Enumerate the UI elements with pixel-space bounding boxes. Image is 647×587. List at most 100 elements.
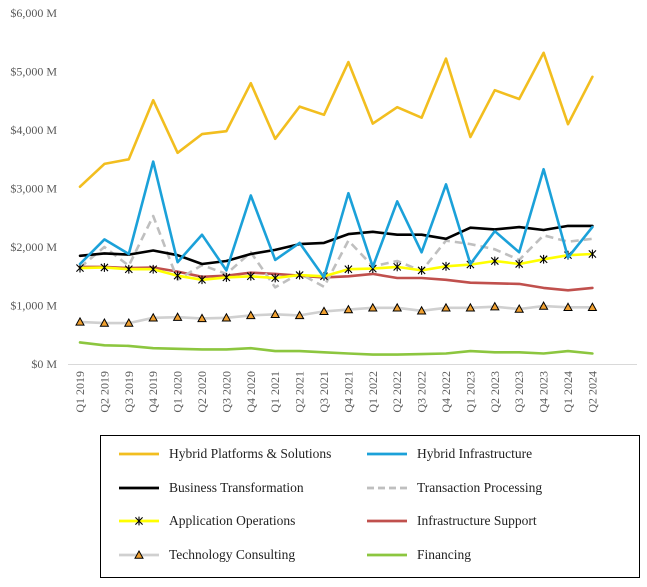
data-point-marker [134, 549, 144, 559]
data-point-marker [514, 303, 525, 313]
data-point-marker [319, 306, 329, 316]
x-tick-label: Q4 2021 [341, 371, 355, 413]
x-tick-label: Q4 2020 [244, 371, 258, 413]
x-tick-label: Q2 2023 [488, 371, 502, 413]
x-tick-label: Q1 2020 [171, 371, 185, 413]
data-point-marker [515, 259, 524, 269]
x-tick-label: Q2 2024 [585, 371, 599, 413]
legend-label: Application Operations [169, 513, 296, 528]
data-point-marker [295, 270, 304, 280]
legend-swatch [367, 486, 407, 490]
data-point-marker [246, 271, 255, 281]
y-tick-label: $1,000 M [10, 299, 57, 313]
y-tick-label: $0 M [31, 357, 57, 371]
data-point-marker [271, 273, 280, 283]
x-tick-label: Q4 2022 [439, 371, 453, 413]
data-point-marker [270, 309, 281, 318]
data-point-marker [392, 302, 403, 312]
legend-label: Infrastructure Support [417, 513, 537, 528]
data-point-marker [367, 302, 378, 312]
x-tick-label: Q3 2020 [219, 371, 233, 413]
x-tick-label: Q3 2019 [122, 371, 136, 413]
data-point-marker [344, 264, 353, 274]
series-line [78, 51, 594, 188]
y-tick-label: $3,000 M [10, 182, 57, 196]
x-axis: Q1 2019 Q2 2019 Q3 2019 Q4 2019 Q1 2020 Q2 20… [68, 364, 637, 413]
x-tick-label: Q1 2024 [561, 371, 575, 413]
legend: Hybrid Platforms & Solutions Hybrid Infra… [100, 435, 640, 578]
y-tick-label: $4,000 M [10, 123, 57, 137]
legend-label: Technology Consulting [169, 547, 296, 562]
x-tick-label: Q1 2023 [463, 371, 477, 413]
legend-label: Hybrid Infrastructure [417, 446, 533, 461]
legend-item: Technology Consulting [115, 545, 295, 565]
legend-label: Business Transformation [169, 480, 304, 495]
data-point-marker [149, 264, 158, 274]
data-point-marker [221, 312, 232, 322]
y-tick-label: $6,000 M [10, 6, 57, 20]
y-tick-label: $5,000 M [10, 65, 57, 79]
data-point-marker [416, 305, 427, 315]
legend-label: Financing [417, 547, 471, 562]
data-point-marker [198, 275, 206, 285]
legend-label: Hybrid Platforms & Solutions [169, 446, 332, 461]
data-point-marker [489, 301, 500, 311]
x-tick-label: Q2 2019 [97, 371, 111, 413]
legend-swatch [119, 516, 159, 526]
data-point-marker [172, 312, 183, 321]
series-line [78, 304, 594, 325]
data-point-marker [441, 302, 451, 312]
series-infrastructure-support [78, 265, 594, 292]
series-layer [75, 51, 598, 356]
data-point-marker [197, 313, 207, 323]
legend-swatch [119, 549, 159, 559]
x-tick-label: Q2 2022 [390, 371, 404, 413]
x-tick-label: Q1 2022 [366, 371, 380, 413]
data-point-marker [75, 316, 85, 326]
data-point-marker [588, 249, 597, 259]
series-technology-consulting [75, 301, 598, 327]
series-line [78, 160, 594, 279]
series-line [78, 341, 594, 356]
series-line [79, 214, 593, 289]
data-point-marker [539, 254, 548, 264]
x-tick-label: Q4 2023 [537, 371, 551, 413]
data-point-marker [148, 312, 159, 322]
legend-item: Infrastructure Support [363, 511, 537, 531]
data-point-marker [100, 263, 109, 272]
data-point-marker [99, 318, 110, 327]
legend-item: Transaction Processing [363, 478, 542, 498]
data-point-marker [490, 256, 499, 266]
legend-item: Business Transformation [115, 478, 304, 498]
data-point-marker [442, 261, 450, 271]
legend-item: Application Operations [115, 511, 295, 531]
x-tick-label: Q3 2023 [512, 371, 526, 413]
x-tick-label: Q2 2020 [195, 371, 209, 413]
data-point-marker [538, 301, 549, 310]
data-point-marker [222, 273, 231, 282]
data-point-marker [563, 302, 573, 311]
legend-item: Hybrid Infrastructure [363, 444, 532, 464]
data-point-marker [135, 516, 143, 526]
series-line [78, 265, 594, 292]
series-line [78, 252, 594, 282]
x-tick-label: Q2 2021 [293, 371, 307, 413]
data-point-marker [393, 262, 402, 272]
legend-swatch [367, 452, 407, 456]
x-tick-label: Q4 2019 [146, 371, 160, 413]
data-point-marker [294, 310, 305, 320]
legend-swatch [119, 486, 159, 490]
data-point-marker [173, 271, 182, 281]
series-financing [78, 341, 594, 356]
legend-item: Hybrid Platforms & Solutions [115, 444, 331, 464]
legend-swatch [367, 553, 407, 557]
data-point-marker [417, 266, 426, 275]
series-hybrid-infrastructure [78, 160, 594, 279]
y-tick-label: $2,000 M [10, 240, 57, 254]
line-chart: $0 M $1,000 M $2,000 M $3,000 M $4,000 M $5,0… [10, 6, 637, 413]
data-point-marker [123, 318, 134, 327]
data-point-marker [124, 264, 133, 274]
x-tick-label: Q1 2021 [268, 371, 282, 413]
data-point-marker [245, 310, 256, 320]
x-tick-label: Q3 2021 [317, 371, 331, 413]
